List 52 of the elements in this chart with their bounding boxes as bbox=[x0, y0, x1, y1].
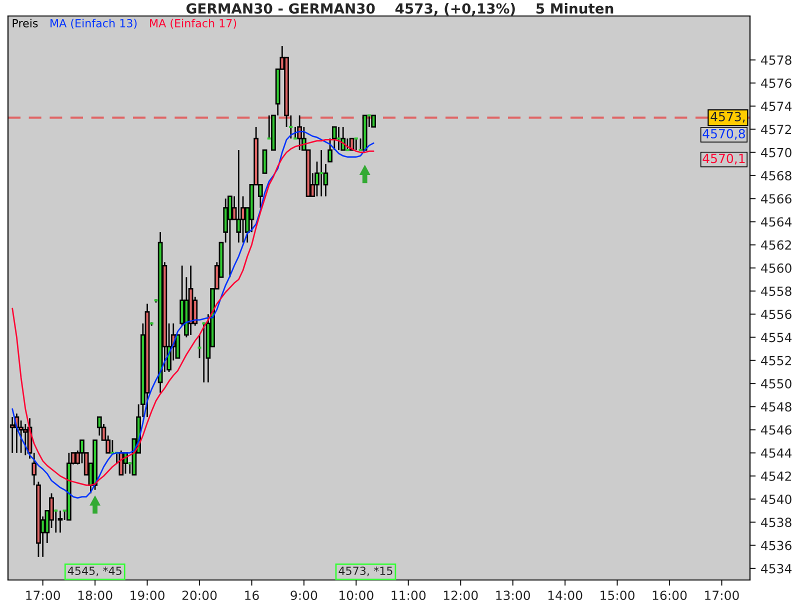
candlestick bbox=[22, 423, 28, 456]
ref-line-label: 4573, bbox=[710, 112, 745, 123]
y-tick-label: 4540 bbox=[761, 494, 792, 504]
text: MA (Einfach 17) bbox=[150, 18, 236, 29]
y-tick-label: 4552 bbox=[761, 356, 791, 366]
x-tick-label: 13:00 bbox=[496, 590, 530, 600]
x-tick-label: 9:00 bbox=[290, 590, 318, 600]
y-tick-label: 4556 bbox=[761, 310, 792, 320]
candlestick bbox=[236, 149, 242, 244]
x-tick-label: 20:00 bbox=[182, 590, 217, 600]
candlestick bbox=[340, 126, 346, 151]
text: MA (Einfach 13) bbox=[50, 18, 137, 29]
annotation: 4545, *45 bbox=[68, 566, 122, 576]
x-tick-label: 12:00 bbox=[444, 590, 478, 600]
y-tick-label: 4534 bbox=[761, 564, 792, 574]
y-tick-label: 4568 bbox=[761, 170, 792, 180]
candlestick bbox=[371, 114, 376, 128]
y-tick-label: 4544 bbox=[761, 448, 792, 458]
x-tick-label: 17:00 bbox=[705, 590, 739, 600]
y-tick-label: 4546 bbox=[761, 425, 792, 435]
chart-title: GERMAN30 - GERMAN30 4573, (+0,13%) 5 Minuten bbox=[186, 3, 614, 16]
y-tick-label: 4558 bbox=[761, 286, 792, 296]
legend-title: Preis bbox=[12, 18, 38, 28]
y-tick-label: 4542 bbox=[761, 471, 791, 481]
y-tick-label: 4572 bbox=[761, 124, 791, 134]
y-tick-label: 4576 bbox=[761, 78, 792, 88]
candlestick bbox=[262, 149, 268, 174]
x-tick-label: 19:00 bbox=[130, 590, 164, 600]
x-tick-label: 10:00 bbox=[340, 590, 374, 600]
x-tick-label: 14:00 bbox=[548, 590, 582, 600]
y-tick-label: 4564 bbox=[761, 217, 792, 227]
y-tick-label: 4560 bbox=[761, 263, 792, 273]
annotation: 4573, *15 bbox=[338, 566, 392, 576]
y-tick-label: 4570 bbox=[761, 148, 792, 158]
y-tick-label: 4566 bbox=[761, 194, 792, 204]
y-tick-label: 4550 bbox=[761, 378, 792, 388]
x-tick-label: 16 bbox=[245, 590, 259, 600]
x-tick-label: 17:00 bbox=[26, 590, 60, 600]
y-tick-label: 4574 bbox=[761, 102, 792, 112]
candlestick bbox=[58, 510, 63, 534]
x-tick-label: 16:00 bbox=[652, 590, 687, 600]
y-tick-label: 4578 bbox=[761, 55, 792, 65]
y-tick-label: 4554 bbox=[761, 332, 792, 342]
y-tick-label: 4562 bbox=[761, 240, 791, 250]
annotation: 4570,8 bbox=[702, 128, 745, 140]
y-tick-label: 4538 bbox=[761, 518, 792, 528]
x-tick-label: 15:00 bbox=[600, 590, 634, 600]
y-tick-label: 4548 bbox=[761, 402, 792, 412]
annotation: 4570,1 bbox=[702, 154, 745, 164]
x-tick-label: 11:00 bbox=[392, 590, 426, 600]
y-tick-label: 4536 bbox=[761, 540, 792, 550]
x-tick-label: 18:00 bbox=[78, 590, 112, 600]
